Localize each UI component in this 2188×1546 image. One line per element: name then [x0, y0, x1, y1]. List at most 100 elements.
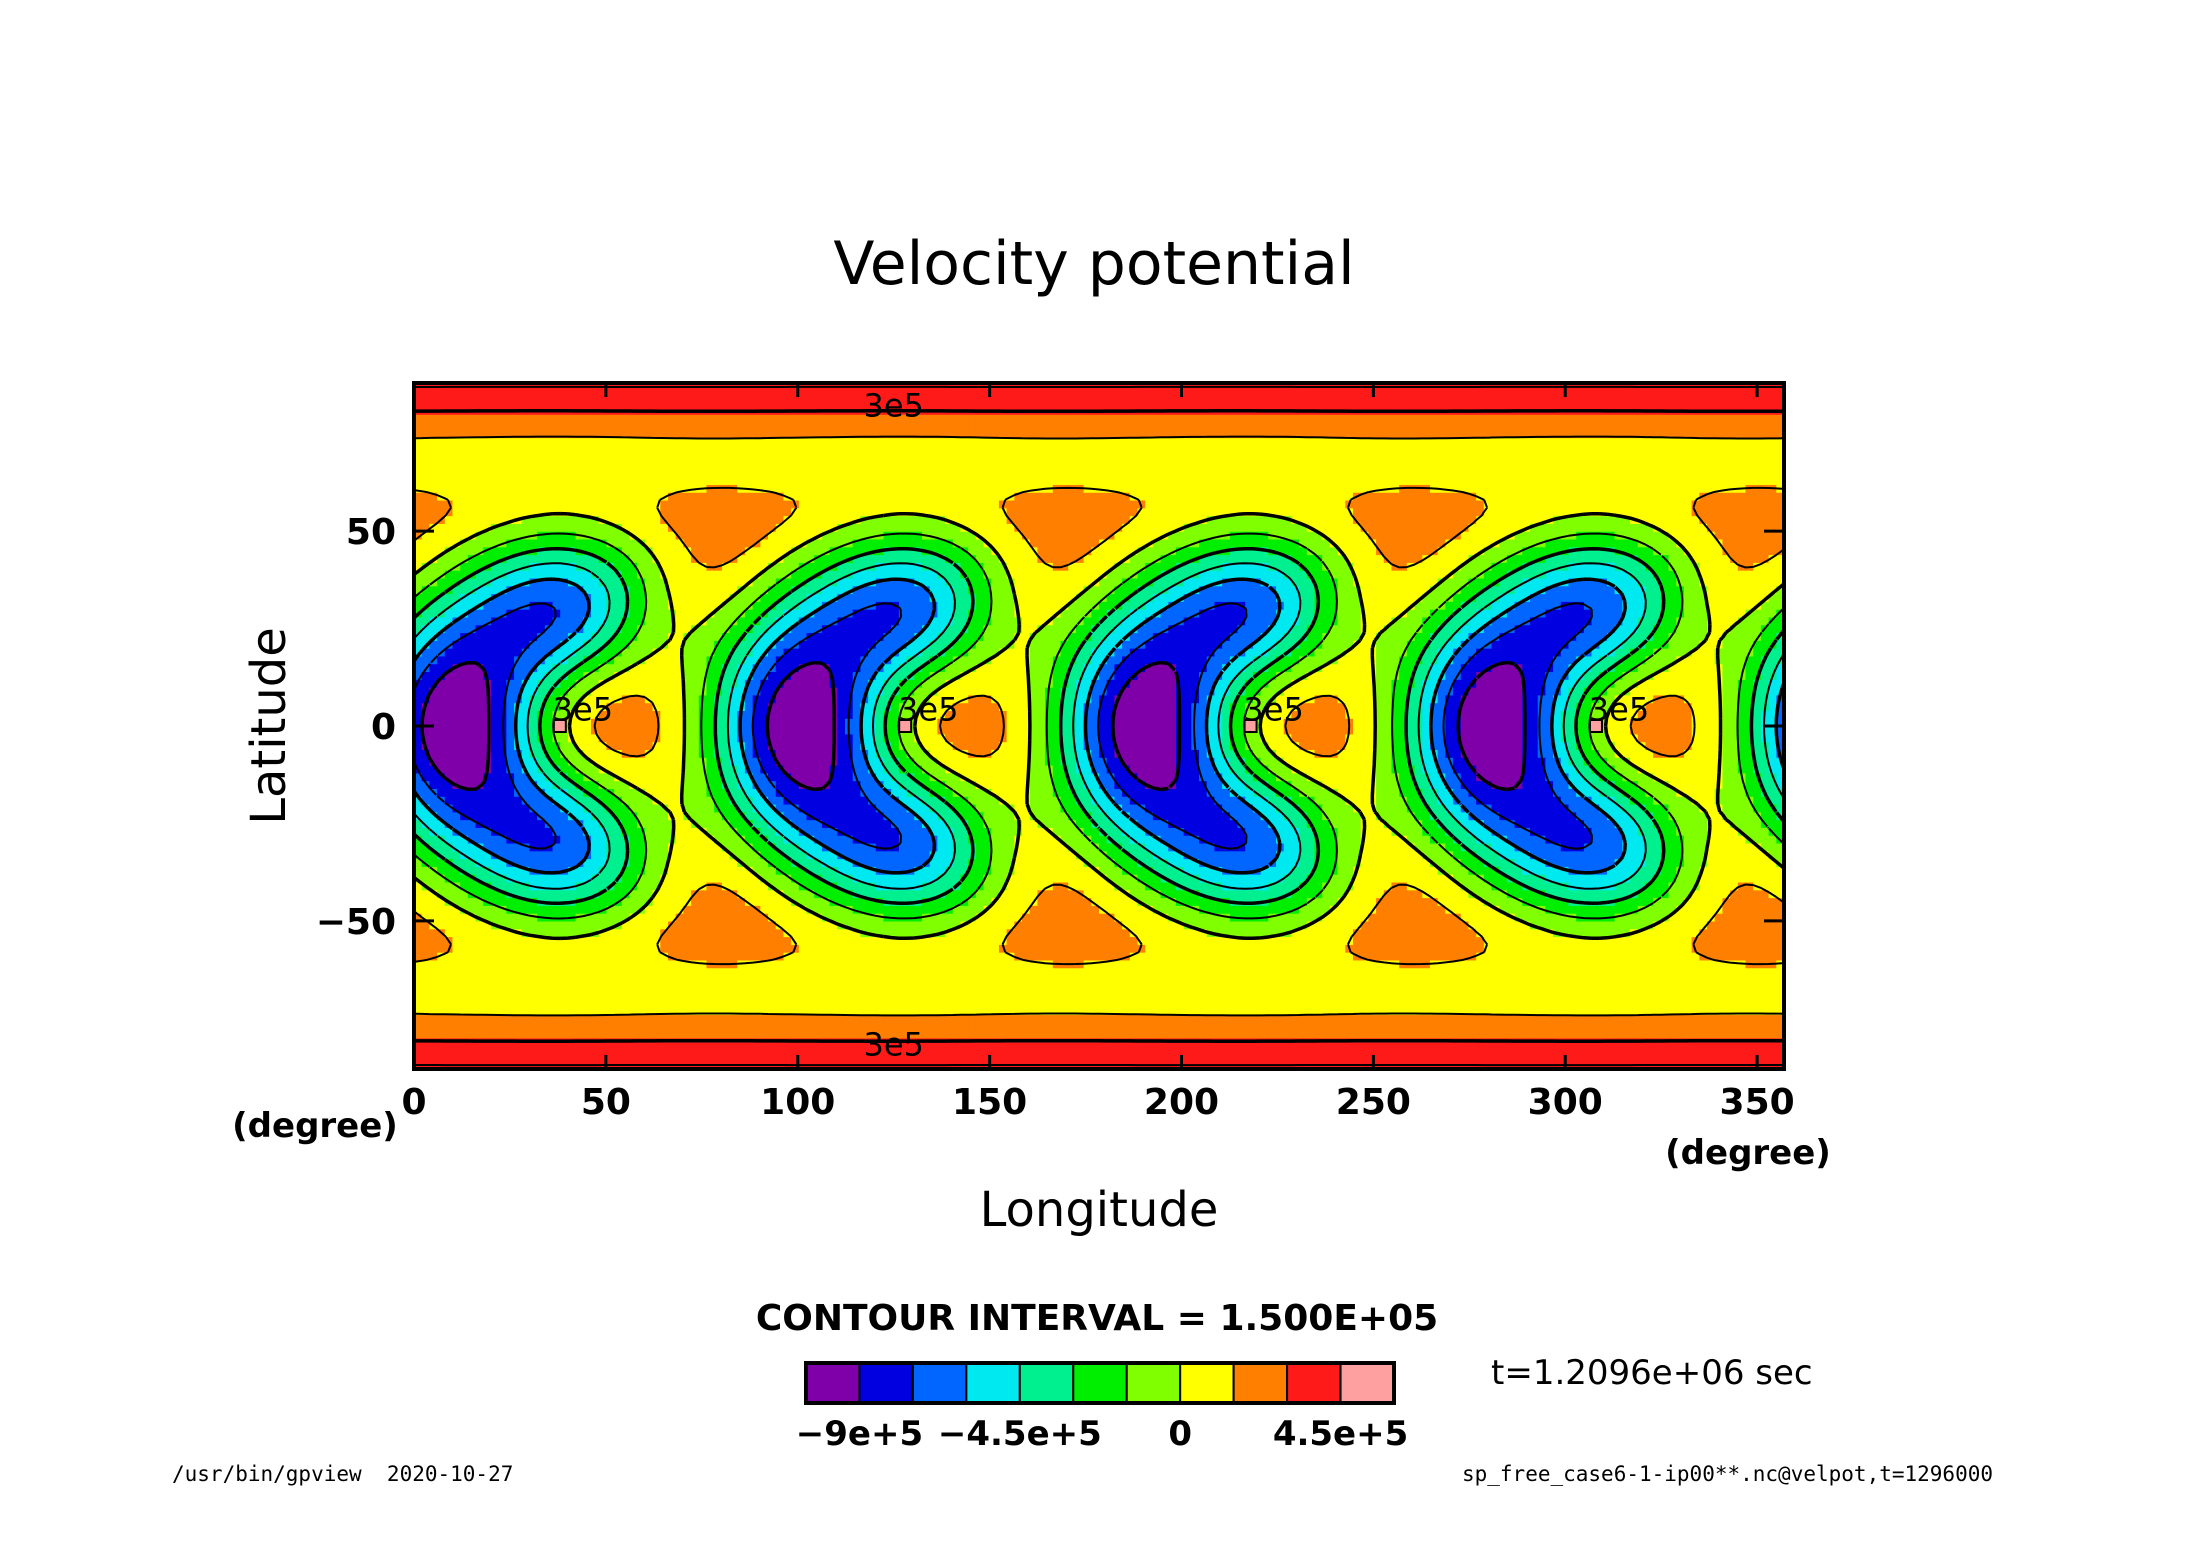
field-cell: [706, 944, 715, 953]
field-cell: [1245, 983, 1254, 992]
field-cell: [591, 913, 600, 922]
field-cell: [998, 858, 1008, 867]
field-cell: [821, 1053, 831, 1062]
field-cell: [421, 889, 430, 899]
field-cell: [829, 920, 838, 930]
field-cell: [537, 1006, 546, 1016]
field-cell: [1106, 944, 1115, 953]
field-cell: [490, 1045, 500, 1055]
field-cell: [675, 920, 684, 930]
field-cell: [991, 944, 1000, 953]
field-cell: [1283, 1006, 1293, 1016]
field-cell: [1553, 858, 1562, 867]
field-cell: [929, 858, 938, 867]
field-cell: [860, 858, 869, 867]
field-cell: [1029, 874, 1039, 883]
field-cell: [914, 1014, 923, 1023]
field-cell: [1245, 1014, 1254, 1023]
field-cell: [921, 850, 931, 860]
field-cell: [760, 944, 769, 953]
field-cell: [437, 967, 446, 977]
field-cell: [644, 936, 654, 945]
field-cell: [1199, 905, 1208, 914]
field-cell: [1222, 889, 1231, 899]
field-cell: [1383, 1045, 1393, 1055]
field-cell: [1252, 967, 1262, 977]
field-cell: [467, 866, 477, 875]
field-cell: [1022, 983, 1031, 992]
field-cell: [667, 967, 677, 977]
field-cell: [1245, 967, 1254, 977]
field-cell: [1437, 897, 1446, 906]
field-cell: [1260, 959, 1269, 969]
field-cell: [945, 889, 954, 899]
field-cell: [891, 920, 900, 930]
field-cell: [1545, 874, 1554, 883]
field-cell: [1422, 905, 1431, 914]
field-cell: [683, 967, 692, 977]
field-cell: [1406, 905, 1416, 914]
field-cell: [1099, 866, 1108, 875]
field-cell: [1576, 975, 1585, 984]
field-cell: [698, 1053, 708, 1062]
field-cell: [1360, 952, 1369, 961]
field-cell: [898, 959, 908, 969]
field-cell: [1245, 889, 1254, 899]
field-cell: [1252, 952, 1262, 961]
field-cell: [1583, 1014, 1593, 1023]
field-cell: [1553, 1053, 1562, 1062]
field-cell: [775, 913, 785, 922]
field-cell: [1468, 905, 1477, 914]
field-cell: [744, 889, 754, 899]
field-cell: [1522, 975, 1531, 984]
field-cell: [691, 913, 700, 922]
field-cell: [1437, 975, 1446, 984]
field-cell: [1491, 1030, 1500, 1039]
field-cell: [729, 1030, 738, 1039]
field-cell: [467, 1006, 477, 1016]
field-cell: [1737, 913, 1747, 922]
field-cell: [1368, 1014, 1377, 1023]
field-cell: [1406, 1045, 1416, 1055]
field-cell: [906, 850, 915, 860]
field-cell: [975, 991, 985, 1000]
field-cell: [1576, 983, 1585, 992]
field-cell: [460, 1053, 469, 1062]
field-cell: [414, 850, 423, 860]
field-cell: [1399, 858, 1408, 867]
field-cell: [452, 1030, 461, 1039]
field-cell: [968, 936, 977, 945]
field-cell: [1691, 1022, 1700, 1031]
field-cell: [1429, 936, 1439, 945]
field-cell: [1122, 858, 1131, 867]
field-cell: [721, 874, 731, 883]
field-cell: [1599, 1045, 1608, 1055]
field-cell: [1083, 850, 1092, 860]
field-cell: [460, 1014, 469, 1023]
field-cell: [698, 952, 708, 961]
field-cell: [1483, 866, 1493, 875]
field-cell: [991, 967, 1000, 977]
field-cell: [1530, 881, 1539, 891]
field-cell: [614, 1006, 623, 1016]
field-cell: [1683, 1053, 1693, 1062]
field-cell: [814, 967, 823, 977]
field-cell: [1322, 1030, 1331, 1039]
field-cell: [1768, 1053, 1777, 1062]
field-cell: [1175, 1014, 1185, 1023]
field-cell: [1322, 1022, 1331, 1031]
field-cell: [460, 889, 469, 899]
field-cell: [1476, 1022, 1485, 1031]
field-cell: [1252, 874, 1262, 883]
field-cell: [868, 874, 877, 883]
field-cell: [1122, 1053, 1131, 1062]
field-cell: [1776, 858, 1785, 867]
field-cell: [1599, 952, 1608, 961]
field-cell: [898, 983, 908, 992]
field-cell: [652, 1022, 661, 1031]
field-cell: [1668, 858, 1677, 867]
field-cell: [906, 1053, 915, 1062]
field-cell: [1645, 905, 1654, 914]
field-cell: [1306, 1022, 1316, 1031]
field-cell: [1699, 1006, 1708, 1016]
